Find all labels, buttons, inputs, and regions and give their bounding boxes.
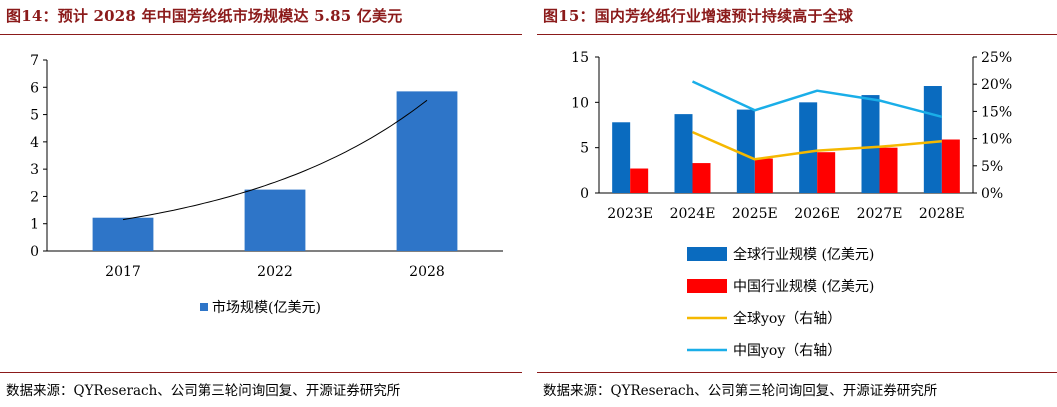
x-tick-label: 2017 [105,264,141,280]
y2-tick-label: 0% [981,186,1003,202]
x-tick-label: 2027E [857,206,903,222]
y-tick-label: 3 [30,162,39,178]
y2-tick-label: 20% [981,77,1012,93]
y2-tick-label: 25% [981,50,1012,66]
y-tick-label: 15 [571,50,589,66]
x-tick-label: 2022 [257,264,293,280]
y-tick-label: 10 [571,95,589,111]
legend-label: 市场规模(亿美元) [212,299,321,316]
x-tick-label: 2023E [607,206,653,222]
bar [674,114,693,193]
y-tick-label: 5 [580,141,589,157]
y2-tick-label: 5% [981,159,1003,175]
bar [692,163,711,193]
bar [941,139,960,193]
source-note: 数据来源：QYReserach、公司第三轮问询回复、开源证券研究所 [6,383,401,399]
bar [799,102,818,193]
trendline [122,99,428,221]
legend-swatch [687,247,727,261]
legend-swatch [687,279,727,293]
growth-comparison-chart: 0 5 10 15 0% 5% 10% 15% 20% 25% 2023E 2024E 2025E 202… [571,50,1012,359]
source-rule [537,372,1057,373]
figure-14: 图14：预计 2028 年中国芳纶纸市场规模达 5.85 亿美元 0 1 2 3 4 5 6… [0,0,522,407]
legend-label: 中国yoy（右轴） [733,343,841,359]
y-tick-label: 0 [30,244,39,260]
bar [396,91,458,251]
y2-tick-label: 10% [981,132,1012,148]
figure-15: 图15：国内芳纶纸行业增速预计持续高于全球 0 5 10 15 0% 5% 10% 15% 20… [537,0,1057,407]
bar [923,86,942,193]
y-tick-label: 4 [30,135,39,151]
x-tick-label: 2024E [670,206,716,222]
y-tick-label: 2 [30,189,39,205]
series-line [691,130,942,161]
x-tick-label: 2028 [409,264,445,280]
bar [630,168,649,193]
title-rule [0,34,522,35]
x-tick-label: 2025E [732,206,778,222]
legend-swatch [200,303,208,311]
figure-title: 图15：国内芳纶纸行业增速预计持续高于全球 [543,7,854,25]
y-tick-label: 1 [30,217,39,233]
legend-label: 全球yoy（右轴） [733,310,841,327]
y-tick-label: 7 [30,53,39,69]
title-rule [537,34,1057,35]
bar [244,189,306,251]
bar [92,217,154,251]
source-rule [0,372,522,373]
bar [612,122,631,193]
legend-label: 全球行业规模 (亿美元) [733,246,874,263]
figure-title: 图14：预计 2028 年中国芳纶纸市场规模达 5.85 亿美元 [6,7,403,25]
x-tick-label: 2028E [919,206,965,222]
y2-tick-label: 15% [981,104,1012,120]
bar [879,147,898,193]
legend: 全球行业规模 (亿美元) 中国行业规模 (亿美元) 全球yoy（右轴） 中国yoy（右… [687,246,874,359]
series-line [691,80,943,119]
bar [736,109,755,193]
bar [817,152,836,193]
legend: 市场规模(亿美元) [200,299,321,316]
market-size-chart: 0 1 2 3 4 5 6 7 2017 2022 2028 市场规模(亿美元) [30,53,503,316]
bar [754,158,773,193]
y-tick-label: 0 [580,186,589,202]
x-tick-label: 2026E [794,206,840,222]
source-note: 数据来源：QYReserach、公司第三轮问询回复、开源证券研究所 [543,383,938,399]
y-tick-label: 5 [30,108,39,124]
bar [861,95,880,193]
y-tick-label: 6 [30,80,39,96]
legend-label: 中国行业规模 (亿美元) [733,279,874,295]
